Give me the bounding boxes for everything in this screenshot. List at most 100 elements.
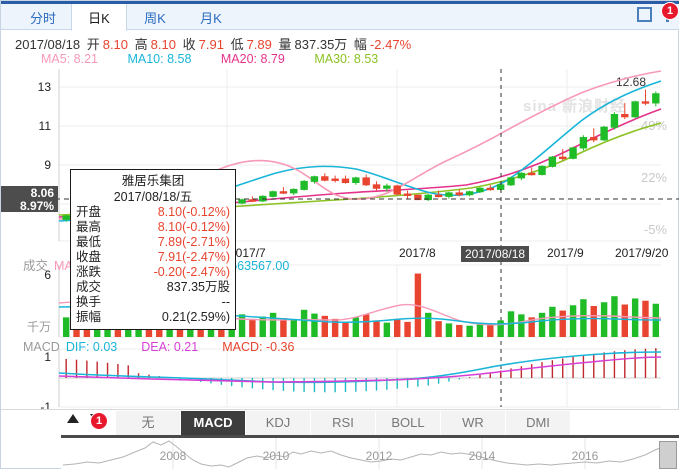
indicator-tab-none[interactable]: 无 xyxy=(116,411,181,435)
svg-text:2012: 2012 xyxy=(366,449,393,463)
candle-body xyxy=(507,177,515,186)
candle-body xyxy=(579,137,588,149)
volume-bar xyxy=(62,317,70,337)
menu-badge: 1 xyxy=(661,2,679,20)
info-open-value: 8.10 xyxy=(102,37,129,52)
volume-bar xyxy=(642,300,649,337)
candle-body xyxy=(321,176,329,181)
tooltip-rows: 开盘 8.10(-0.12%) 最高 8.10(-0.12%) 最低 7.89(-2.71… xyxy=(76,205,230,325)
candle-body xyxy=(434,194,443,198)
volume-bar xyxy=(352,317,360,337)
volume-unit: 千万 xyxy=(27,320,51,334)
volume-bar xyxy=(404,321,411,337)
tooltip-row: 收盘 7.91(-2.47%) xyxy=(76,250,230,265)
chart-stage[interactable]: sina 新浪财经 12.68 xyxy=(1,69,679,409)
candle-body xyxy=(652,93,660,104)
svg-text:2017/9: 2017/9 xyxy=(547,246,584,260)
macd-y-bottom: -1 xyxy=(40,400,51,409)
x-axis-labels: 2017/7 2017/8 2017/9 2017/9/20 xyxy=(229,246,669,260)
volume-bar xyxy=(549,306,556,337)
candle-body xyxy=(569,147,577,159)
candle-body xyxy=(641,101,650,104)
candle-body xyxy=(341,178,350,184)
minimap-history-line xyxy=(62,440,674,468)
macd-y-top: 1 xyxy=(44,350,51,364)
crosshair-percent: 8.97% xyxy=(19,199,54,213)
more-vertical-icon[interactable]: 1 xyxy=(661,2,679,22)
tooltip-date: 2017/08/18/五 xyxy=(113,190,193,204)
tooltip-row-key: 成交 xyxy=(76,280,102,294)
tooltip-row: 成交 837.35万股 xyxy=(76,280,230,295)
fullscreen-icon[interactable] xyxy=(637,6,652,22)
indicator-tab-rsi[interactable]: RSI xyxy=(311,411,376,435)
volume-bar xyxy=(311,313,318,337)
candle-body xyxy=(372,184,381,189)
indicator-tab-boll[interactable]: BOLL xyxy=(376,411,441,435)
macd-value-legend: MACD: -0.36 xyxy=(222,340,295,354)
svg-text:2014: 2014 xyxy=(469,449,496,463)
tab-monthly-k[interactable]: 月K xyxy=(200,10,222,26)
volume-bar xyxy=(238,314,246,337)
volume-bar xyxy=(559,310,566,337)
candle-body xyxy=(445,192,453,197)
candle-body xyxy=(403,193,412,196)
candle-body xyxy=(424,194,432,201)
minimap-right-handle[interactable] xyxy=(659,441,677,469)
volume-bar xyxy=(300,309,308,337)
svg-text:2010: 2010 xyxy=(263,449,290,463)
minimap-svg: 2008 2010 2012 2014 2016 xyxy=(62,438,674,469)
indicator-tab-dmi[interactable]: DMI xyxy=(506,411,571,435)
candle-body xyxy=(621,114,629,118)
volume-bar xyxy=(290,320,297,337)
info-low-value: 7.89 xyxy=(246,37,272,52)
macd-dea-curve xyxy=(58,356,662,383)
candle-body xyxy=(527,172,536,176)
scroll-down-arrow[interactable]: 1 xyxy=(90,412,108,430)
ma-legend-line: MA5: 8.21 MA10: 8.58 MA20: 8.79 MA30: 8.… xyxy=(41,52,404,66)
candlestick-series xyxy=(62,89,660,225)
macd-dif-legend: DIF: 0.03 xyxy=(65,340,118,354)
indicator-tab-kdj[interactable]: KDJ xyxy=(246,411,311,435)
svg-text:2008: 2008 xyxy=(160,449,187,463)
candle-body xyxy=(631,101,639,118)
crosshair-price-tag: 8.06 8.97% xyxy=(1,186,58,213)
indicator-tab-macd[interactable]: MACD xyxy=(181,411,246,435)
tooltip-row: 振幅 0.21(2.59%) xyxy=(76,310,230,325)
candle-body xyxy=(331,178,339,181)
tab-fenshi[interactable]: 分时 xyxy=(29,10,56,26)
volume-bar xyxy=(342,321,349,337)
tooltip-row-key: 最高 xyxy=(76,220,102,234)
top-right-controls: 1 xyxy=(637,2,679,22)
indicator-tab-wr[interactable]: WR xyxy=(441,411,506,435)
candle-body xyxy=(600,126,608,141)
volume-bar xyxy=(156,324,163,337)
volume-bar xyxy=(259,316,266,337)
range-minimap[interactable]: 2008 2010 2012 2014 2016 xyxy=(61,435,679,469)
candle-body xyxy=(300,180,308,190)
scroll-up-arrow[interactable] xyxy=(67,414,79,423)
volume-bar xyxy=(518,314,525,337)
tooltip-row-value: 8.10(-0.12%) xyxy=(157,220,230,234)
quote-info-line: 2017/08/18 开 8.10 高 8.10 收 7.91 低 7.89 量 837.… xyxy=(15,34,414,53)
tab-daily-k[interactable]: 日K xyxy=(71,4,127,31)
volume-bar xyxy=(249,318,256,337)
volume-bar xyxy=(280,318,287,337)
svg-text:2017/9/20: 2017/9/20 xyxy=(615,246,669,260)
info-close-label: 收 xyxy=(182,37,196,52)
ma20-legend: MA20: 8.79 xyxy=(220,52,285,66)
candle-body xyxy=(496,184,505,190)
crosshair-date-tag: 2017/08/18 xyxy=(461,246,530,262)
volume-bar xyxy=(269,312,277,337)
volume-bar xyxy=(600,302,608,337)
svg-text:2016: 2016 xyxy=(572,449,599,463)
candle-body xyxy=(517,172,526,179)
candle-body xyxy=(538,165,546,175)
info-volume-value: 837.35万 xyxy=(294,37,348,52)
candle-body xyxy=(279,191,288,194)
candle-body xyxy=(476,187,484,193)
tab-weekly-k[interactable]: 周K xyxy=(144,10,166,26)
tooltip-row: 涨跌 -0.20(-2.47%) xyxy=(76,265,230,280)
volume-bar xyxy=(394,318,401,337)
candle-body xyxy=(486,187,495,191)
tooltip-row-value: 8.10(-0.12%) xyxy=(157,205,230,219)
